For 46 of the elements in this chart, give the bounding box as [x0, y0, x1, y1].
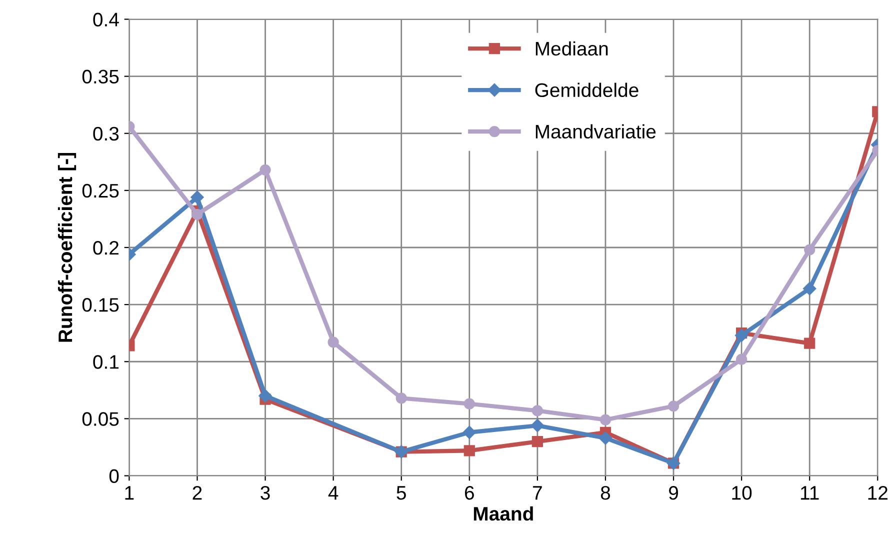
x-tick-label: 9: [669, 486, 678, 500]
x-tick-label: 6: [464, 486, 474, 500]
y-tick-label: 0.2: [93, 240, 118, 255]
y-tick-label: 0.15: [82, 298, 119, 312]
point: [532, 405, 543, 416]
point: [803, 282, 816, 296]
x-tick-label: 4: [328, 486, 338, 500]
x-tick-label: 10: [732, 486, 752, 500]
y-tick-label: 0: [109, 469, 119, 483]
x-tick-label: 11: [800, 486, 819, 500]
point: [190, 190, 204, 204]
x-tick-label: 12: [868, 486, 888, 500]
x-axis-title: Maand: [474, 506, 533, 521]
y-tick-label: 0.35: [82, 70, 119, 84]
x-tick-label: 3: [260, 486, 270, 500]
point: [328, 336, 339, 348]
y-axis-title: Runoff-coefficient [-]: [58, 153, 76, 342]
point: [464, 398, 475, 410]
point: [462, 426, 476, 439]
point: [598, 432, 612, 445]
y-tick-label: 0.25: [82, 184, 119, 198]
x-tick-label: 5: [396, 486, 406, 500]
x-tick-label: 8: [600, 486, 610, 500]
point: [668, 400, 680, 412]
x-tick-label: 1: [125, 486, 134, 500]
point: [396, 392, 407, 404]
point: [192, 208, 203, 220]
point: [804, 338, 816, 349]
point: [260, 164, 271, 176]
legend-label: Maandvariatie: [536, 124, 656, 139]
y-tick-label: 0.3: [93, 126, 119, 141]
point: [734, 328, 748, 342]
point: [804, 244, 816, 256]
y-tick-label: 0.05: [82, 412, 119, 426]
y-tick-label: 0.4: [93, 12, 119, 26]
y-tick-label: 0.1: [93, 355, 119, 369]
legend-label: Gemiddelde: [535, 82, 638, 98]
x-tick-label: 7: [533, 486, 542, 500]
x-tick-label: 2: [192, 486, 202, 500]
point: [532, 436, 543, 448]
point: [258, 389, 272, 402]
point: [464, 445, 475, 456]
point: [600, 414, 612, 426]
point: [530, 418, 544, 432]
point: [736, 354, 748, 365]
legend-label: Mediaan: [536, 41, 608, 56]
